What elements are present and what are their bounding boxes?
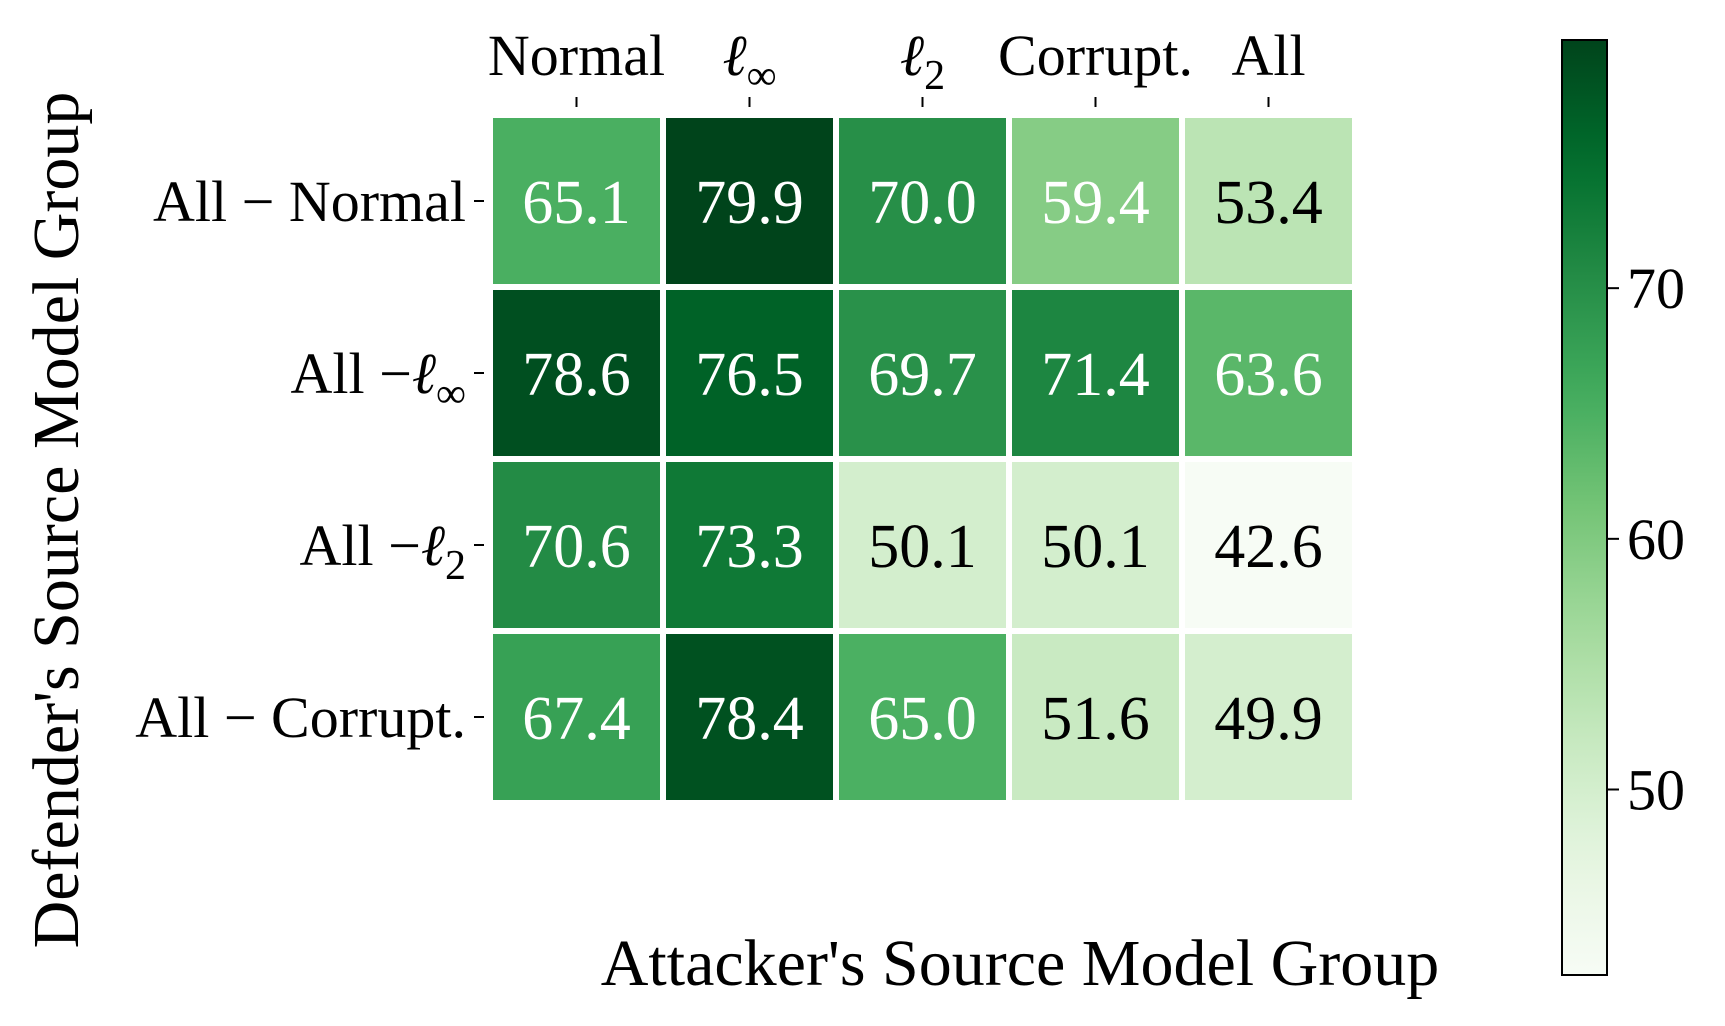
cell-value-label: 76.5 [695, 341, 804, 409]
heatmap-cell [493, 118, 660, 284]
heatmap-cell [1012, 634, 1179, 800]
heatmap-cell [1012, 118, 1179, 284]
heatmap-cell [493, 634, 660, 800]
heatmap-cell [666, 118, 833, 284]
colorbar: 50 60 70 [1561, 39, 1685, 976]
x-axis: Normal ℓ∞ ℓ2 Corrupt. All [488, 21, 1306, 107]
cell-value-label: 69.7 [868, 341, 977, 409]
y-axis: All − Normal All −ℓ∞ All −ℓ2 All − Corrupt. [135, 169, 484, 750]
cell-value-label: 67.4 [522, 685, 631, 753]
cell-value-label: 70.6 [522, 513, 631, 581]
heatmap-cell [666, 290, 833, 456]
cell-value-label: 50.1 [868, 513, 977, 581]
heatmap-cell [839, 634, 1006, 800]
y-tick-label: All −ℓ∞ [291, 339, 466, 417]
heatmap-cell [493, 462, 660, 628]
x-tick-label: Normal [488, 23, 665, 88]
y-tick-label: All − Normal [153, 169, 466, 234]
colorbar-gradient [1561, 39, 1608, 976]
cell-value-label: 78.4 [695, 685, 804, 753]
cell-value-label: 65.0 [868, 685, 977, 753]
cell-value-label: 70.0 [868, 169, 977, 237]
heatmap-cell [1012, 462, 1179, 628]
heatmap-cell [839, 290, 1006, 456]
heatmap-cell [1185, 118, 1352, 284]
y-axis-label: Defender's Source Model Group [20, 92, 93, 949]
cell-value-label: 63.6 [1214, 341, 1323, 409]
x-tick-label: ℓ∞ [722, 21, 776, 99]
cell-value-label: 49.9 [1214, 685, 1323, 753]
cell-value-label: 65.1 [522, 169, 631, 237]
heatmap-cells: 65.1 79.9 70.0 59.4 53.4 78.6 76.5 69.7 71.4 63.6… [493, 118, 1352, 800]
colorbar-tick-label: 60 [1627, 507, 1685, 572]
y-tick-label: All −ℓ2 [300, 511, 467, 589]
heatmap-cell [839, 462, 1006, 628]
heatmap-cell [666, 634, 833, 800]
cell-value-label: 73.3 [695, 513, 804, 581]
cell-value-label: 59.4 [1041, 169, 1150, 237]
x-axis-label: Attacker's Source Model Group [601, 927, 1440, 1000]
y-tick-label: All − Corrupt. [135, 685, 466, 750]
x-tick-label: Corrupt. [998, 23, 1193, 88]
x-tick-label: All [1231, 23, 1305, 88]
heatmap-cell [839, 118, 1006, 284]
heatmap-cell [1185, 462, 1352, 628]
heatmap-cell [1185, 290, 1352, 456]
cell-value-label: 42.6 [1214, 513, 1323, 581]
cell-value-label: 79.9 [695, 169, 804, 237]
x-tick-label: ℓ2 [900, 21, 945, 99]
colorbar-tick-label: 70 [1627, 256, 1685, 321]
heatmap-cell [1185, 634, 1352, 800]
cell-value-label: 51.6 [1041, 685, 1150, 753]
cell-value-label: 53.4 [1214, 169, 1323, 237]
heatmap-cell [666, 462, 833, 628]
cell-value-label: 71.4 [1041, 341, 1150, 409]
heatmap-cell [493, 290, 660, 456]
cell-value-label: 78.6 [522, 341, 631, 409]
heatmap-cell [1012, 290, 1179, 456]
colorbar-tick-label: 50 [1627, 758, 1685, 823]
cell-value-label: 50.1 [1041, 513, 1150, 581]
